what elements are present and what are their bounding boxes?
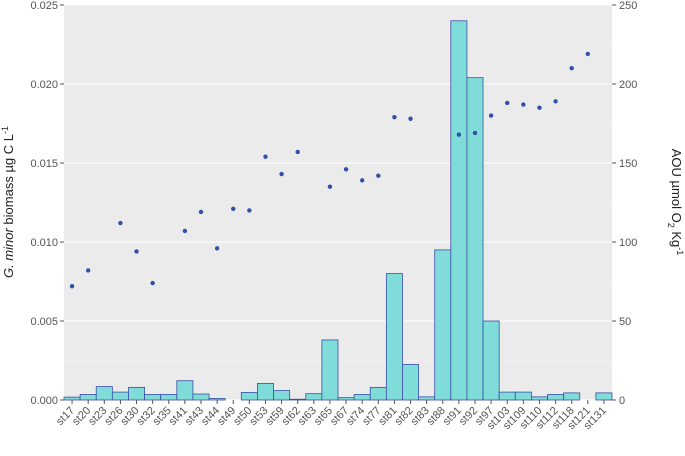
bar-st83	[418, 396, 436, 401]
point-st121	[585, 51, 591, 57]
y2-tick-label: 150	[619, 158, 637, 170]
point-st65	[327, 184, 333, 189]
bar-st65	[321, 339, 339, 401]
bar-st81	[385, 273, 403, 401]
left-y-axis-title: G. minor biomass µg C L-1	[0, 126, 16, 278]
point-st91	[456, 132, 462, 137]
point-st82	[408, 116, 413, 121]
bar-st23	[95, 386, 113, 401]
left-y-axis-ticks: 0.000 0.005 0.010 0.015 0.020 0.025	[30, 0, 64, 407]
bar-st97	[482, 320, 500, 401]
bar-st91	[450, 20, 468, 401]
y2-tick-label: 200	[619, 79, 637, 91]
point-st44	[214, 246, 220, 251]
point-st26	[118, 220, 123, 226]
bar-st26	[111, 391, 129, 401]
bar-st32	[144, 394, 162, 401]
point-st30	[134, 249, 139, 254]
point-st43	[198, 209, 204, 215]
gridlines	[64, 4, 612, 401]
bar-st92	[466, 77, 484, 401]
bar-st109	[514, 391, 532, 401]
point-st59	[279, 171, 284, 177]
point-st32	[150, 280, 155, 286]
point-st97	[488, 113, 494, 118]
point-st17	[69, 284, 75, 289]
x-axis-ticks: st17st20st23st26st30st32st35st41st43st44…	[54, 400, 609, 432]
right-y-axis-title: AOU µmol O2 Kg-1	[666, 149, 685, 256]
point-st49	[231, 206, 236, 212]
bar-st103	[498, 391, 516, 401]
point-st77	[376, 173, 381, 178]
bar-st67	[337, 397, 355, 401]
bar-st77	[369, 386, 387, 401]
point-st62	[295, 149, 300, 155]
bar-st131	[595, 392, 613, 401]
bar-st118	[563, 392, 581, 401]
y-tick-label: 0.025	[30, 0, 58, 12]
point-st50	[247, 208, 252, 213]
bar-st62	[289, 398, 307, 401]
bar-st17	[63, 396, 81, 401]
point-st67	[343, 167, 349, 172]
bar-st43	[192, 393, 210, 401]
bar-st74	[353, 394, 371, 401]
bar-st63	[305, 393, 323, 401]
bar-st41	[176, 380, 194, 401]
y-tick-label: 0.010	[30, 237, 58, 249]
bar-st110	[531, 396, 548, 401]
point-st53	[263, 154, 268, 159]
bar-st30	[128, 386, 145, 401]
point-st41	[182, 228, 188, 234]
y-tick-label: 0.005	[30, 316, 58, 328]
y-tick-label: 0.015	[30, 158, 58, 170]
bar-st20	[79, 394, 97, 401]
y2-tick-label: 250	[619, 0, 637, 12]
bar-st44	[208, 398, 226, 401]
point-st112	[553, 99, 558, 104]
bar-st53	[257, 383, 274, 401]
bar-st88	[434, 249, 452, 401]
y-tick-label: 0.020	[30, 79, 58, 91]
point-st109	[521, 102, 526, 107]
right-y-axis-ticks: 0 50 100 150 200 250	[612, 0, 637, 407]
point-st81	[392, 114, 397, 120]
point-st20	[85, 268, 91, 273]
point-st92	[472, 130, 478, 136]
bar-st59	[273, 390, 291, 401]
y2-tick-label: 100	[619, 237, 637, 249]
bar-st82	[402, 364, 419, 401]
y2-tick-label: 0	[619, 395, 625, 407]
point-series	[69, 51, 591, 289]
y-tick-label: 0.000	[30, 395, 58, 407]
bar-st112	[547, 394, 565, 401]
bar-st35	[160, 394, 178, 401]
point-st118	[569, 66, 574, 71]
point-st103	[505, 100, 510, 106]
y2-tick-label: 50	[619, 316, 631, 328]
bar-st50	[240, 392, 258, 401]
point-st110	[537, 105, 542, 110]
point-st74	[359, 178, 365, 183]
